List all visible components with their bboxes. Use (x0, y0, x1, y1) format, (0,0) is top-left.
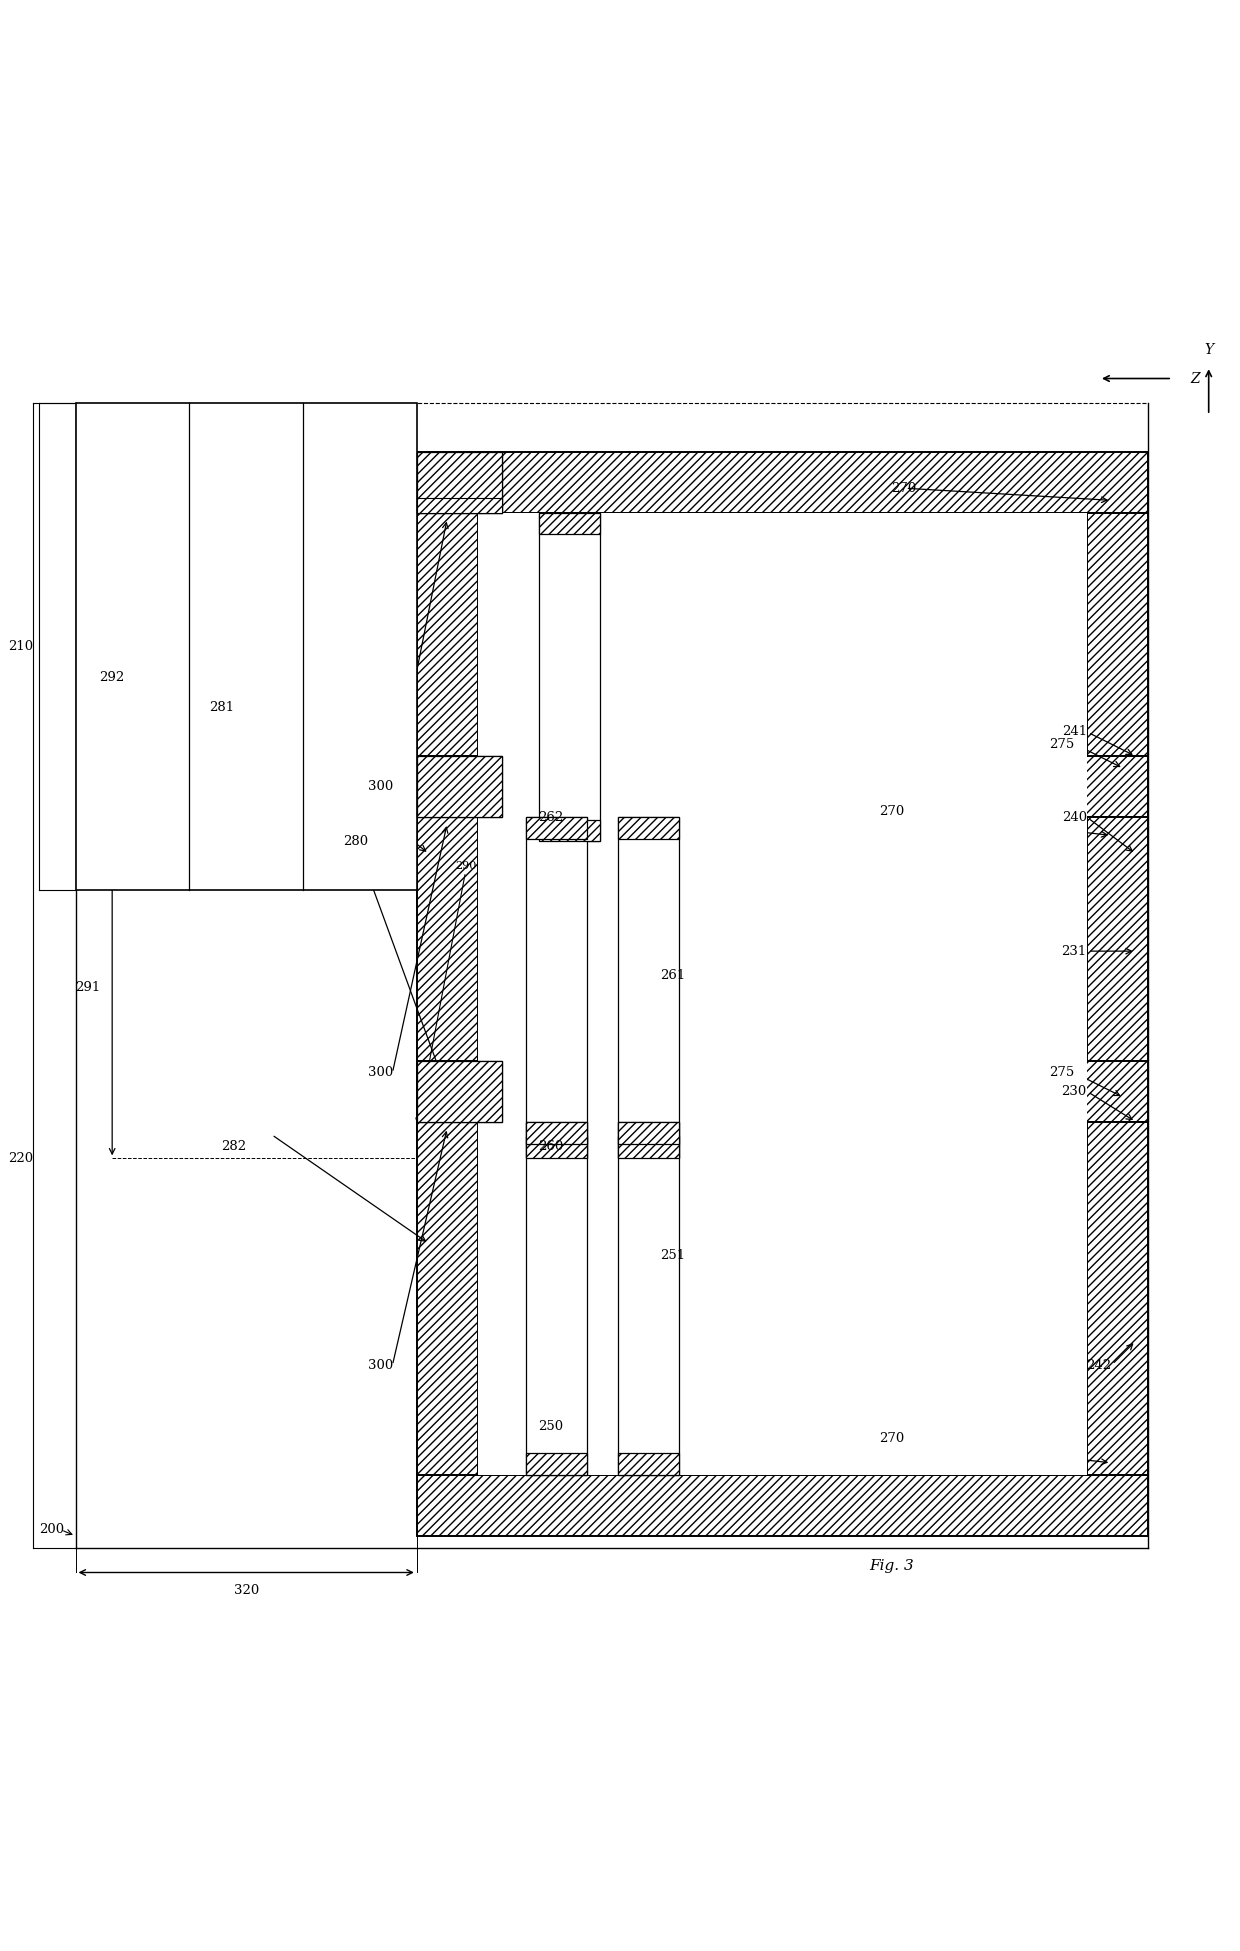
Bar (417, 1475, 1148, 1535)
Text: Y: Y (1204, 343, 1213, 357)
Bar (417, 841, 1148, 903)
Text: 240: 240 (1061, 810, 1086, 823)
Text: 261: 261 (660, 970, 686, 981)
Text: 300: 300 (367, 780, 393, 794)
Text: 200: 200 (38, 1524, 63, 1535)
Bar (527, 817, 588, 839)
Bar (618, 817, 678, 1159)
Bar (527, 1453, 588, 1475)
Text: 320: 320 (233, 1584, 259, 1598)
Text: 241: 241 (1061, 726, 1086, 737)
Bar (527, 817, 588, 1159)
Text: 220: 220 (9, 1151, 33, 1165)
Text: 260: 260 (538, 1139, 563, 1153)
Bar (417, 451, 502, 513)
Text: 275: 275 (1049, 1067, 1075, 1079)
Bar (417, 757, 1148, 817)
Bar (538, 513, 599, 841)
Bar (618, 1122, 678, 1475)
Bar (417, 451, 502, 513)
Bar (417, 451, 1148, 513)
Text: 300: 300 (367, 1360, 393, 1372)
Text: 281: 281 (210, 700, 234, 714)
Bar (417, 817, 477, 1159)
Bar (1086, 513, 1148, 841)
Text: 280: 280 (343, 835, 368, 849)
Bar (527, 1122, 588, 1143)
Text: 270: 270 (892, 482, 916, 496)
Text: 230: 230 (1061, 1085, 1086, 1098)
Bar (1086, 1122, 1148, 1475)
Bar (477, 1122, 1086, 1475)
Text: 231: 231 (1061, 944, 1086, 958)
Bar (417, 757, 502, 817)
Text: 292: 292 (99, 671, 125, 683)
Bar (618, 1122, 678, 1143)
Text: 251: 251 (660, 1249, 686, 1262)
Text: 270: 270 (879, 1432, 904, 1446)
Text: Z: Z (1190, 371, 1200, 386)
Bar (618, 817, 678, 839)
Bar (417, 513, 477, 841)
Text: 262: 262 (538, 810, 563, 823)
Bar (417, 757, 502, 817)
Bar (538, 513, 599, 535)
Bar (417, 1061, 1148, 1122)
Text: 290: 290 (455, 860, 476, 870)
Bar (417, 1061, 502, 1122)
Bar (527, 1122, 588, 1475)
Text: 242: 242 (1086, 1360, 1111, 1372)
Text: 300: 300 (367, 1067, 393, 1079)
Text: 270: 270 (879, 804, 904, 817)
Bar (477, 513, 1086, 841)
Bar (1086, 817, 1148, 1159)
Text: 210: 210 (9, 640, 33, 654)
Text: Fig. 3: Fig. 3 (869, 1559, 914, 1573)
Bar (527, 1135, 588, 1159)
Text: 275: 275 (1049, 737, 1075, 751)
Text: 250: 250 (538, 1420, 563, 1432)
Bar (417, 1159, 1148, 1219)
Bar (618, 1453, 678, 1475)
Bar (76, 402, 417, 890)
Text: 282: 282 (222, 1139, 247, 1153)
Bar (417, 1061, 502, 1122)
Bar (417, 498, 502, 513)
Bar (477, 817, 1086, 1159)
Text: 291: 291 (76, 981, 100, 995)
Bar (538, 819, 599, 841)
Bar (417, 1122, 477, 1475)
Bar (618, 1135, 678, 1159)
